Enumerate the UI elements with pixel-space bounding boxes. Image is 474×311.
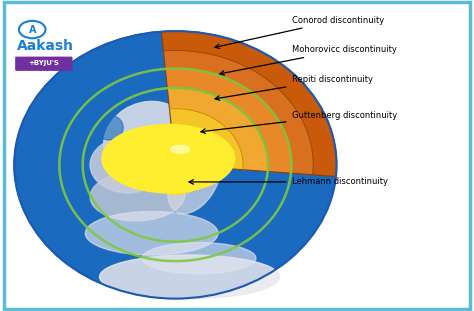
Ellipse shape	[104, 101, 190, 179]
Polygon shape	[161, 31, 337, 176]
Text: Guttenberg discontinuity: Guttenberg discontinuity	[201, 111, 397, 133]
Polygon shape	[170, 109, 243, 170]
Ellipse shape	[110, 76, 288, 210]
Ellipse shape	[95, 115, 123, 140]
Ellipse shape	[90, 137, 166, 193]
Text: Aakash: Aakash	[17, 39, 73, 53]
Ellipse shape	[14, 31, 337, 299]
Polygon shape	[172, 135, 211, 167]
Polygon shape	[164, 50, 313, 175]
Text: A: A	[28, 25, 36, 35]
Polygon shape	[167, 88, 268, 172]
Ellipse shape	[90, 171, 185, 221]
Ellipse shape	[168, 147, 221, 214]
Ellipse shape	[156, 169, 175, 185]
Text: Mohorovicc discontinuity: Mohorovicc discontinuity	[220, 45, 396, 75]
Ellipse shape	[85, 211, 218, 255]
Ellipse shape	[100, 255, 280, 299]
Ellipse shape	[142, 243, 256, 274]
Ellipse shape	[171, 146, 190, 153]
Text: Conorod discontinuity: Conorod discontinuity	[215, 16, 384, 49]
Ellipse shape	[164, 124, 187, 143]
Text: +BYJU'S: +BYJU'S	[28, 60, 59, 67]
Text: Repiti discontinuity: Repiti discontinuity	[215, 75, 373, 100]
Circle shape	[19, 21, 46, 38]
Ellipse shape	[140, 135, 211, 194]
Polygon shape	[165, 68, 292, 173]
Text: Lehmann discontinuity: Lehmann discontinuity	[189, 178, 388, 186]
Ellipse shape	[102, 124, 235, 193]
FancyBboxPatch shape	[15, 57, 73, 71]
